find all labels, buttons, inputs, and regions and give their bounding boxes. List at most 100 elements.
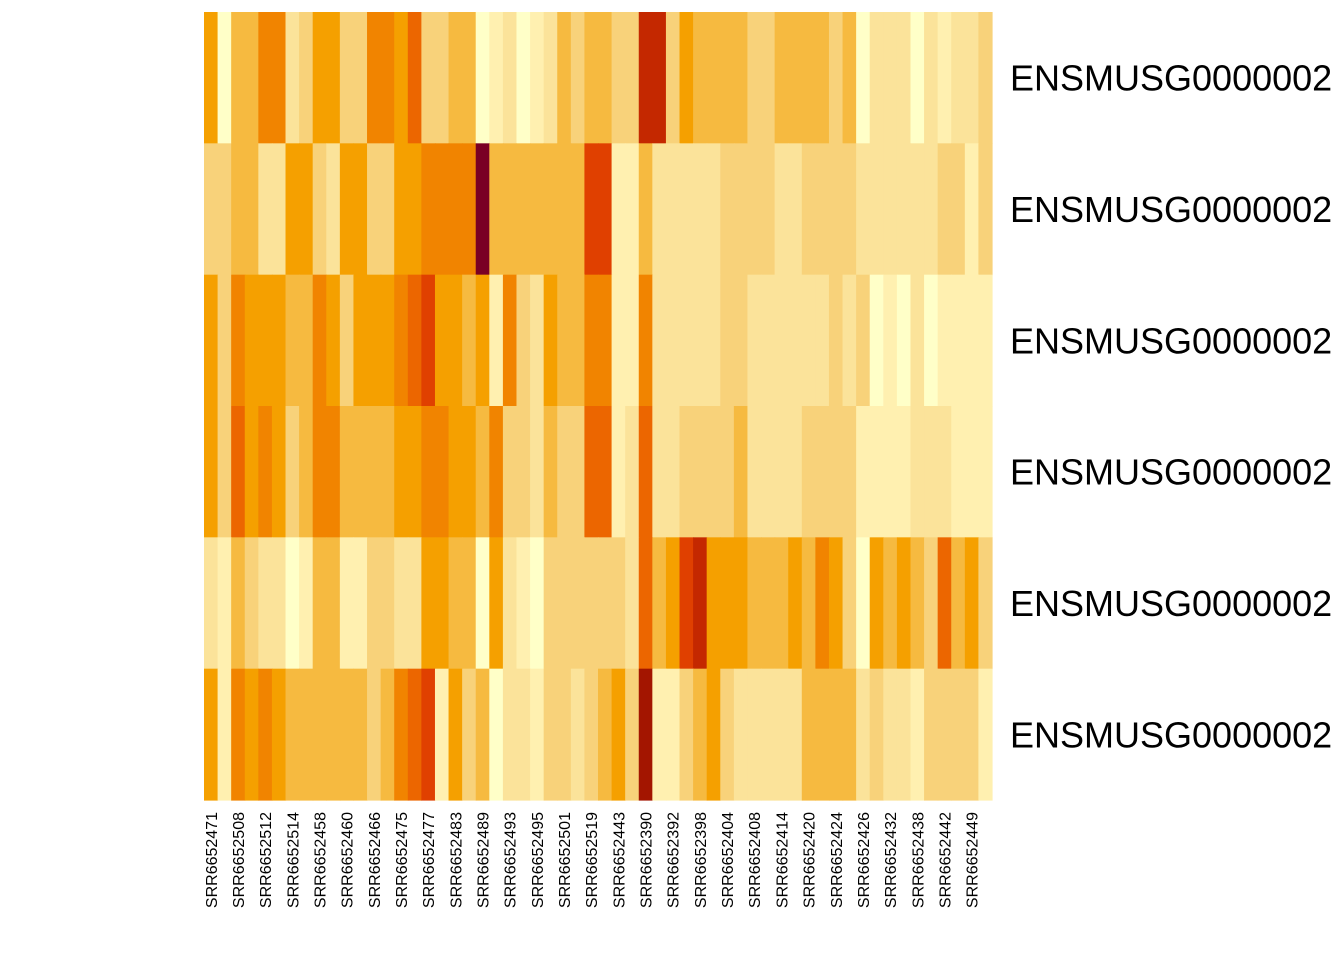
heatmap-cell — [244, 406, 259, 538]
heatmap-cell — [747, 274, 762, 407]
heatmap-cell — [747, 537, 762, 670]
heatmap-cell — [638, 12, 653, 144]
heatmap-cell — [747, 12, 762, 144]
heatmap-cell — [530, 406, 545, 538]
heatmap-cell — [394, 274, 409, 407]
heatmap-cell — [367, 537, 382, 670]
heatmap-cell — [516, 668, 531, 801]
heatmap-cell — [584, 406, 599, 538]
heatmap-cell — [598, 668, 613, 801]
heatmap-cell — [774, 143, 789, 276]
heatmap-cell — [339, 668, 355, 801]
heatmap-cell — [951, 668, 966, 801]
heatmap-cell — [570, 143, 586, 276]
heatmap-cell — [856, 406, 871, 538]
heatmap-cell — [448, 537, 463, 670]
heatmap-cell — [978, 406, 993, 538]
heatmap-cell — [543, 274, 558, 407]
heatmap-cell — [774, 12, 789, 144]
heatmap-cell — [625, 668, 640, 801]
heatmap-cell — [271, 274, 287, 407]
heatmap-cell — [462, 668, 477, 801]
heatmap-cell — [421, 406, 436, 538]
heatmap-cell — [978, 537, 993, 670]
heatmap-cell — [462, 274, 477, 407]
column-label: SRR6652495 — [530, 812, 547, 908]
heatmap-cell — [964, 668, 980, 801]
column-label: SRR6652438 — [910, 812, 927, 908]
heatmap-cell — [978, 143, 993, 276]
heatmap-cell — [937, 12, 952, 144]
heatmap-cell — [312, 668, 327, 801]
column-label: SRR6652508 — [231, 812, 248, 908]
heatmap-cell — [937, 406, 952, 538]
heatmap-cell — [299, 406, 314, 538]
heatmap-cell — [652, 12, 667, 144]
heatmap-cell — [448, 274, 463, 407]
heatmap-cell — [244, 668, 259, 801]
heatmap-cell — [761, 406, 776, 538]
column-label: SRR6652408 — [747, 812, 764, 908]
heatmap-cell — [937, 537, 952, 670]
heatmap-cell — [489, 537, 504, 670]
column-label: SRR6652442 — [937, 812, 954, 908]
heatmap-cell — [924, 274, 939, 407]
heatmap-cell — [652, 668, 667, 801]
heatmap-cell — [557, 668, 572, 801]
row-label: ENSMUSG0000002 — [1010, 189, 1332, 230]
heatmap-cell — [312, 274, 327, 407]
heatmap-cell — [665, 406, 681, 538]
heatmap-cell — [421, 668, 436, 801]
heatmap-cell — [856, 668, 871, 801]
heatmap-cell — [299, 274, 314, 407]
column-label: SRR6652424 — [829, 812, 846, 908]
heatmap-cell — [815, 537, 830, 670]
heatmap-cell — [720, 537, 735, 670]
heatmap-cell — [530, 143, 545, 276]
heatmap-cell — [733, 537, 749, 670]
heatmap-cell — [679, 668, 694, 801]
heatmap-cell — [231, 143, 246, 276]
heatmap-cell — [326, 406, 341, 538]
heatmap-cell — [951, 274, 966, 407]
heatmap-cell — [570, 406, 586, 538]
heatmap-cell — [706, 406, 721, 538]
heatmap-cell — [407, 12, 422, 144]
heatmap-cell — [774, 668, 789, 801]
heatmap-cell — [353, 12, 368, 144]
heatmap-cell — [801, 143, 816, 276]
heatmap-cell — [339, 143, 355, 276]
heatmap-cell — [815, 274, 830, 407]
heatmap-cell — [896, 406, 912, 538]
heatmap-cell — [598, 274, 613, 407]
heatmap-cell — [312, 537, 327, 670]
heatmap-cell — [204, 12, 219, 144]
heatmap-cell — [217, 274, 232, 407]
heatmap-cell — [665, 668, 681, 801]
heatmap-cell — [842, 406, 857, 538]
heatmap-cell — [964, 12, 980, 144]
column-label: SRR6652458 — [312, 812, 329, 908]
heatmap-cell — [434, 143, 450, 276]
heatmap-cell — [258, 406, 273, 538]
heatmap-cell — [774, 406, 789, 538]
heatmap-cell — [964, 274, 980, 407]
heatmap-cell — [475, 274, 490, 407]
column-label: SRR6652432 — [883, 812, 900, 908]
heatmap-cell — [910, 406, 925, 538]
heatmap-cell — [231, 537, 246, 670]
heatmap-cell — [693, 12, 708, 144]
heatmap-cell — [285, 406, 300, 538]
heatmap-cell — [489, 668, 504, 801]
heatmap-cell — [448, 406, 463, 538]
heatmap-cell — [788, 274, 803, 407]
heatmap-cell — [244, 12, 259, 144]
heatmap-cell — [231, 406, 246, 538]
heatmap-cell — [516, 143, 531, 276]
heatmap-cell — [598, 143, 613, 276]
heatmap-cell — [530, 12, 545, 144]
heatmap-cell — [788, 12, 803, 144]
heatmap-cell — [788, 537, 803, 670]
heatmap-cell — [489, 143, 504, 276]
heatmap-cell — [367, 406, 382, 538]
